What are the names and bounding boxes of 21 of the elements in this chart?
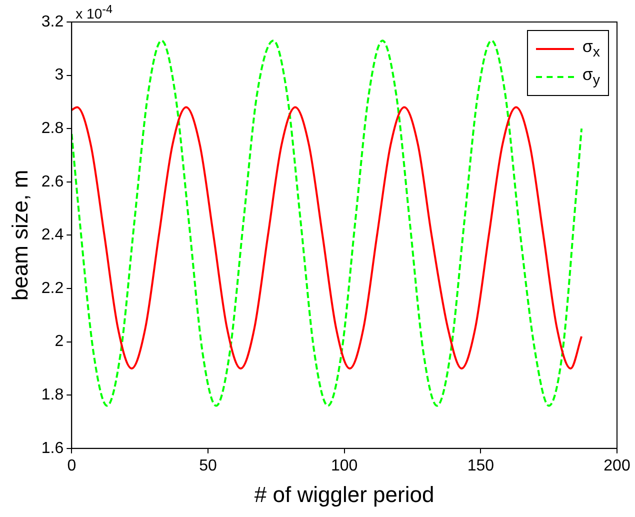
y-axis-title: beam size, m bbox=[7, 170, 32, 301]
x-tick-label: 0 bbox=[67, 457, 76, 474]
y-tick-label: 2.4 bbox=[41, 226, 64, 244]
legend-label: σ$_{x}$ bbox=[582, 37, 600, 61]
y-tick-label: 3 bbox=[54, 66, 64, 84]
line-series bbox=[72, 40, 583, 407]
x-tick-label: 100 bbox=[330, 457, 358, 474]
y-tick-label: 2.6 bbox=[41, 173, 64, 190]
x-tick-label: 50 bbox=[199, 457, 217, 474]
text: x 10$^{-4}$ bbox=[76, 3, 112, 22]
y-tick-label: 2.2 bbox=[41, 280, 64, 297]
line-series bbox=[72, 106, 583, 370]
x-axis-title: # of wiggler period bbox=[254, 482, 434, 507]
y-tick-label: 2.8 bbox=[41, 120, 64, 138]
y-tick-label: 1.6 bbox=[41, 440, 64, 457]
y-tick-label: 3.2 bbox=[41, 13, 64, 30]
y-tick-label: 2 bbox=[54, 333, 64, 350]
x-tick-label: 200 bbox=[604, 457, 630, 474]
y-tick-label: 1.8 bbox=[41, 386, 64, 404]
x-tick-label: 150 bbox=[467, 457, 494, 474]
legend-label: σ$_{y}$ bbox=[582, 65, 600, 89]
